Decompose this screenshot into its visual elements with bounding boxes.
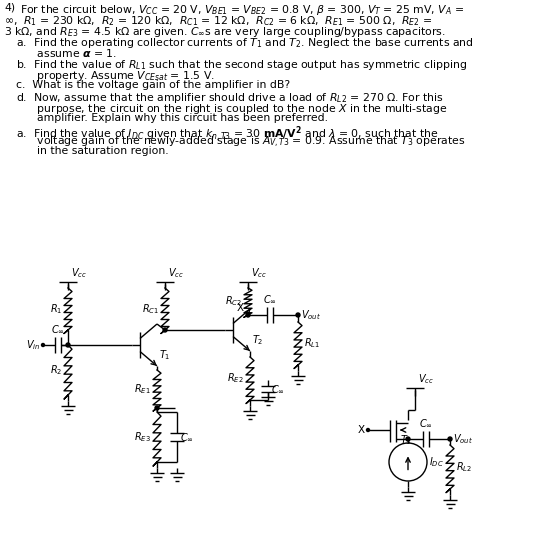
- Text: $R_{E1}$: $R_{E1}$: [134, 382, 151, 396]
- Circle shape: [406, 437, 410, 441]
- Circle shape: [448, 437, 452, 441]
- Text: $\infty$,  $R_1$ = 230 k$\Omega$,  $R_2$ = 120 k$\Omega$,  $R_{C1}$ = 12 k$\Omeg: $\infty$, $R_1$ = 230 k$\Omega$, $R_2$ =…: [4, 14, 433, 28]
- Circle shape: [42, 344, 44, 346]
- Text: $V_{cc}$: $V_{cc}$: [71, 266, 87, 280]
- Text: $T_2$: $T_2$: [252, 333, 264, 347]
- Circle shape: [246, 313, 250, 317]
- Text: $T_1$: $T_1$: [159, 348, 171, 362]
- Text: a.  Find the value of $I_{DC}$ given that $k_{n,T3}$ = 30 $\mathbf{mA/V^2}$ and : a. Find the value of $I_{DC}$ given that…: [16, 124, 438, 144]
- Text: X: X: [358, 425, 365, 435]
- Text: $R_{C2}$: $R_{C2}$: [225, 295, 242, 308]
- Text: $V_{in}$: $V_{in}$: [25, 338, 40, 352]
- Text: $V_{cc}$: $V_{cc}$: [418, 372, 434, 386]
- Text: $I_{DC}$: $I_{DC}$: [429, 455, 444, 469]
- Text: $R_{L1}$: $R_{L1}$: [304, 337, 320, 350]
- Text: $C_\infty$: $C_\infty$: [271, 383, 285, 395]
- Text: $C_\infty$: $C_\infty$: [419, 417, 433, 429]
- Circle shape: [155, 406, 159, 410]
- Text: $V_{out}$: $V_{out}$: [453, 432, 473, 446]
- Text: $R_{L2}$: $R_{L2}$: [456, 460, 472, 474]
- Text: $R_2$: $R_2$: [50, 363, 62, 377]
- Text: $V_{cc}$: $V_{cc}$: [251, 266, 267, 280]
- Circle shape: [296, 313, 300, 317]
- Text: $C_\infty$: $C_\infty$: [180, 431, 194, 443]
- Text: $R_{E3}$: $R_{E3}$: [134, 430, 151, 444]
- Text: X: X: [237, 303, 244, 313]
- Text: $V_{out}$: $V_{out}$: [301, 308, 321, 322]
- Text: a.  Find the operating collector currents of $T_1$ and $T_2$. Neglect the base c: a. Find the operating collector currents…: [16, 36, 474, 50]
- Text: $R_1$: $R_1$: [50, 302, 62, 316]
- Text: $T_3$: $T_3$: [400, 433, 411, 447]
- Text: $R_{E2}$: $R_{E2}$: [227, 372, 244, 385]
- Text: For the circuit below, $V_{CC}$ = 20 V, $V_{BE1}$ = $V_{BE2}$ = 0.8 V, $\beta$ =: For the circuit below, $V_{CC}$ = 20 V, …: [20, 3, 464, 17]
- Text: amplifier. Explain why this circuit has been preferred.: amplifier. Explain why this circuit has …: [16, 113, 328, 123]
- Text: d.  Now, assume that the amplifier should drive a load of $R_{L2}$ = 270 $\Omega: d. Now, assume that the amplifier should…: [16, 91, 444, 105]
- Text: voltage gain of the newly-added stage is $A_{V,T3}$ = 0.9. Assume that $T_3$ ope: voltage gain of the newly-added stage is…: [16, 135, 465, 150]
- Text: 4): 4): [4, 3, 15, 13]
- Text: purpose, the circuit on the right is coupled to the node $X$ in the multi-stage: purpose, the circuit on the right is cou…: [16, 102, 448, 116]
- Text: $C_\infty$: $C_\infty$: [51, 323, 65, 335]
- Text: in the saturation region.: in the saturation region.: [16, 146, 168, 156]
- Text: b.  Find the value of $R_{L1}$ such that the second stage output has symmetric c: b. Find the value of $R_{L1}$ such that …: [16, 58, 467, 72]
- Circle shape: [163, 328, 167, 332]
- Text: c.  What is the voltage gain of the amplifier in dB?: c. What is the voltage gain of the ampli…: [16, 80, 290, 90]
- Circle shape: [367, 429, 369, 431]
- Circle shape: [66, 343, 70, 347]
- Text: $R_{C1}$: $R_{C1}$: [142, 302, 159, 316]
- Text: 3 k$\Omega$, and $R_{E3}$ = 4.5 k$\Omega$ are given. $C_\infty$s are very large : 3 k$\Omega$, and $R_{E3}$ = 4.5 k$\Omega…: [4, 25, 446, 39]
- Text: $V_{cc}$: $V_{cc}$: [168, 266, 184, 280]
- Text: assume $\boldsymbol{\alpha}$ = 1.: assume $\boldsymbol{\alpha}$ = 1.: [16, 47, 117, 59]
- Text: property. Assume $V_{CEsat}$ = 1.5 V.: property. Assume $V_{CEsat}$ = 1.5 V.: [16, 69, 215, 83]
- Text: $C_\infty$: $C_\infty$: [263, 293, 277, 305]
